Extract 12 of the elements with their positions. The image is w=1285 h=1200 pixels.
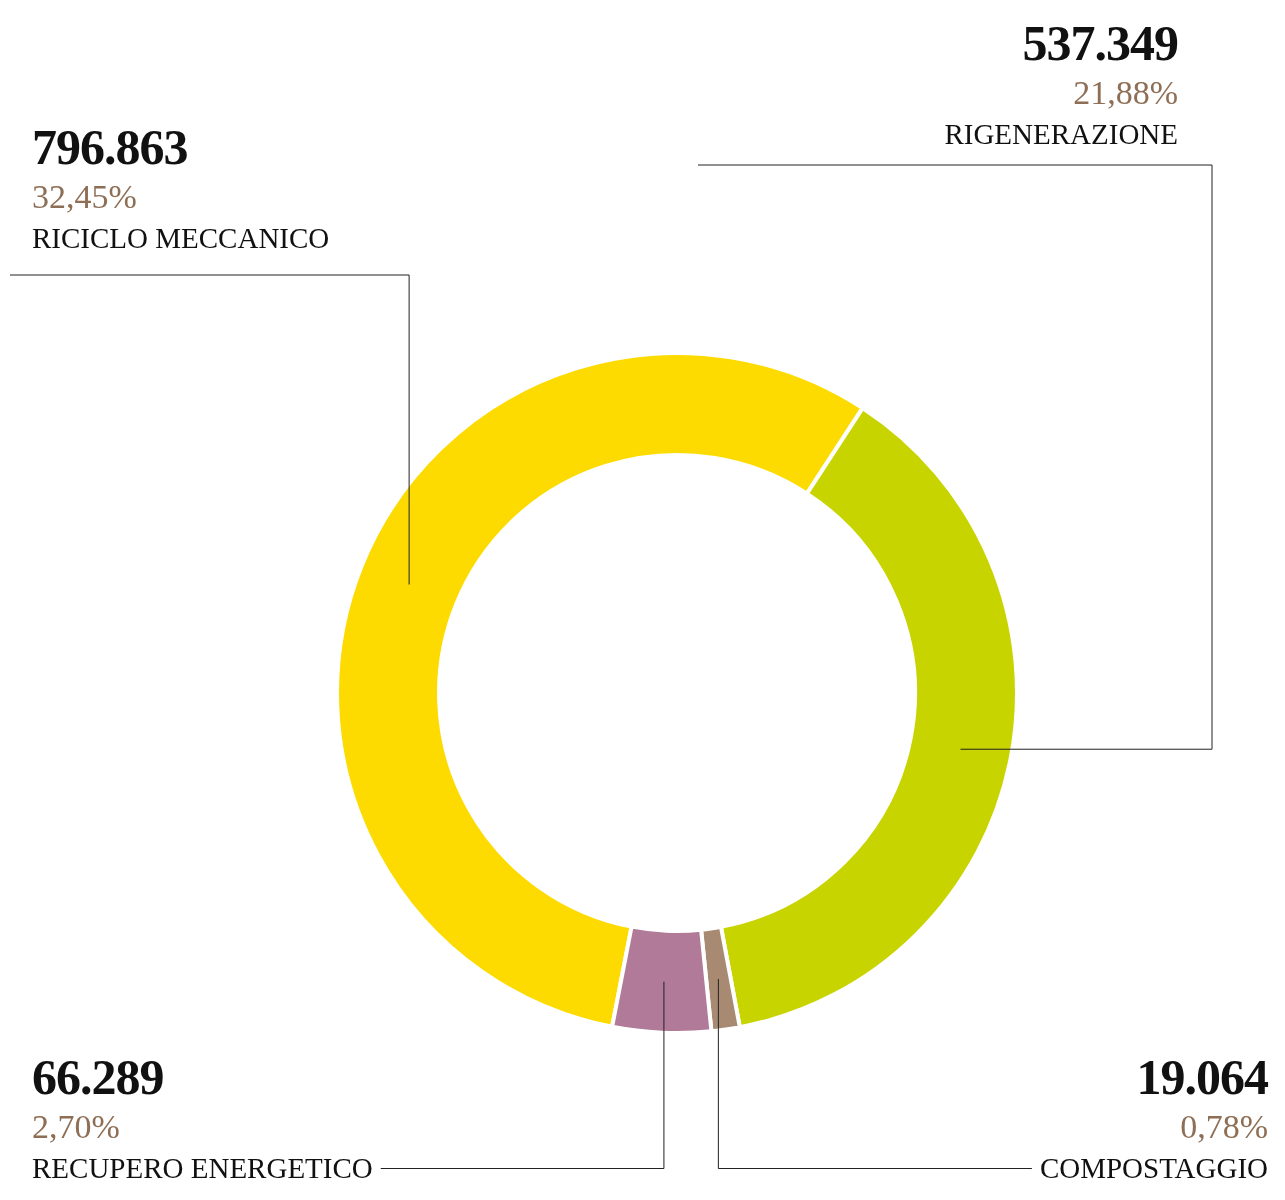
slice-label: COMPOSTAGGIO (1039, 1152, 1268, 1184)
text: 0,78% (1179, 1108, 1268, 1145)
slice-label: RICICLO MECCANICO (32, 222, 330, 254)
text: 32,45% (32, 178, 138, 215)
data-label: 537.349 (1021, 15, 1178, 71)
data-label: 19.064 (1135, 1049, 1268, 1105)
slice-label: RECUPERO ENERGETICO (32, 1152, 373, 1184)
text: 2,70% (32, 1108, 121, 1145)
data-label: 796.863 (32, 119, 189, 175)
data-label: 66.289 (32, 1049, 165, 1105)
text: 21,88% (1072, 74, 1178, 111)
slice-label: RIGENERAZIONE (944, 118, 1178, 150)
